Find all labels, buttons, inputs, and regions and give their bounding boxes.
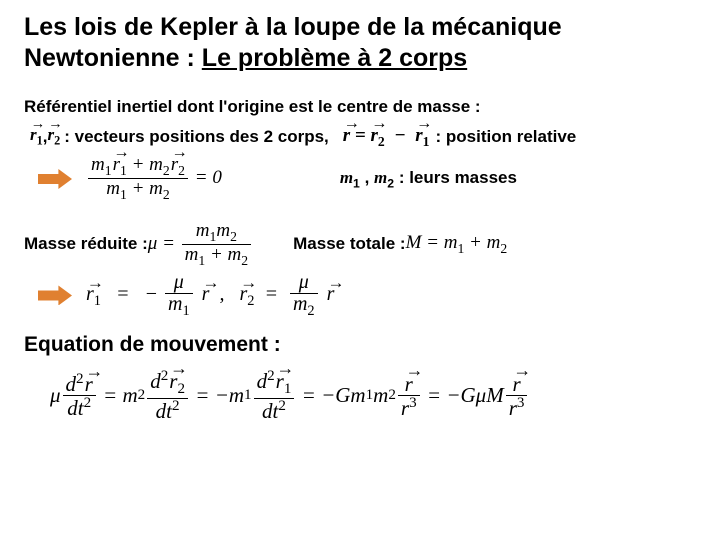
eom-equation: μ d2r dt2 = m2 d2r2 dt2 = −m1 d2r1 dt2 =… (50, 369, 696, 422)
mass-reduced-eq: μ = m1m2 m1 + m2 (148, 221, 253, 268)
title-line1: Les lois de Kepler à la loupe de la méca… (24, 13, 562, 41)
arrow-icon (38, 285, 72, 305)
title-line2b: Le problème à 2 corps (202, 44, 467, 72)
r2-vec: r2 (47, 125, 60, 148)
eom-title: Equation de mouvement : (24, 333, 696, 357)
r1-vec: r1 (30, 125, 43, 148)
r1r2-from-r-eq: r1 = − μ m1 r , r2 = μ m2 r (86, 272, 334, 319)
r1r2-from-r-row: r1 = − μ m1 r , r2 = μ m2 r (24, 272, 696, 319)
mass-total-eq: M = m1 + m2 (406, 232, 508, 257)
title-line2a: Newtonienne : (24, 44, 202, 72)
slide-title: Les lois de Kepler à la loupe de la méca… (24, 12, 696, 75)
mass-reduced-label: Masse réduite : (24, 234, 148, 254)
referential-line: Référentiel inertiel dont l'origine est … (24, 97, 696, 117)
com-eq: m1r1 + m2r2 m1 + m2 = 0 (86, 155, 222, 202)
mass-total-label: Masse totale : (293, 234, 405, 254)
arrow-icon (38, 169, 72, 189)
masses-labels: m1 , m2 : leurs masses (340, 168, 517, 190)
com-row: m1r1 + m2r2 m1 + m2 = 0 m1 , m2 : leurs … (24, 155, 696, 202)
mass-row: Masse réduite : μ = m1m2 m1 + m2 Masse t… (24, 221, 696, 268)
rel-eq: r = r2 − r1 (343, 125, 430, 150)
